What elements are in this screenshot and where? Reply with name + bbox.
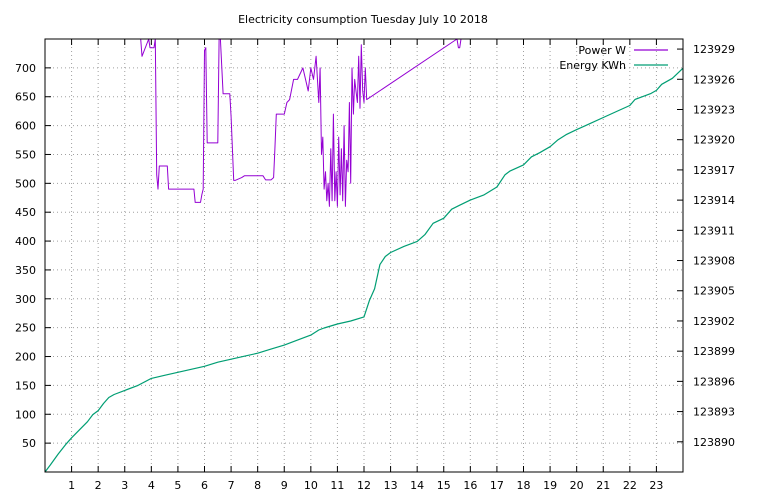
y2-tick-label: 123917 <box>693 164 735 177</box>
y-tick-label: 100 <box>15 408 36 421</box>
x-tick-label: 19 <box>543 479 557 492</box>
x-tick-label: 5 <box>174 479 181 492</box>
series-line-energy <box>44 67 684 473</box>
x-tick-label: 4 <box>148 479 155 492</box>
legend-label: Power W <box>578 44 626 57</box>
x-tick-label: 17 <box>490 479 504 492</box>
y-tick-label: 600 <box>15 120 36 133</box>
grid <box>45 39 683 472</box>
x-tick-label: 20 <box>570 479 584 492</box>
x-tick-label: 16 <box>463 479 477 492</box>
x-tick-label: 22 <box>623 479 637 492</box>
y2-tick-label: 123896 <box>693 375 735 388</box>
axis-ticks: 1 2 3 4 5 6 7 8 9 10 11 12 13 14 15 16 17 18 19 20 21 22 23501… <box>15 39 735 492</box>
y2-tick-label: 123920 <box>693 134 735 147</box>
chart-title: Electricity consumption Tuesday July 10 … <box>238 13 488 26</box>
y2-tick-label: 123926 <box>693 73 735 86</box>
y2-tick-label: 123890 <box>693 436 735 449</box>
x-tick-label: 6 <box>201 479 208 492</box>
y2-tick-label: 123929 <box>693 43 735 56</box>
legend: Power W Energy KWh <box>559 44 668 72</box>
y-tick-label: 250 <box>15 322 36 335</box>
y-tick-label: 450 <box>15 206 36 219</box>
y2-tick-label: 123911 <box>693 224 735 237</box>
y-tick-label: 150 <box>15 379 36 392</box>
x-tick-label: 15 <box>437 479 451 492</box>
y2-tick-label: 123905 <box>693 285 735 298</box>
y-tick-label: 300 <box>15 293 36 306</box>
x-tick-label: 10 <box>304 479 318 492</box>
x-tick-label: 13 <box>384 479 398 492</box>
legend-label: Energy KWh <box>559 59 626 72</box>
y-tick-label: 700 <box>15 62 36 75</box>
y2-tick-label: 123902 <box>693 315 735 328</box>
x-tick-label: 1 <box>68 479 75 492</box>
y2-tick-label: 123908 <box>693 255 735 268</box>
y-tick-label: 500 <box>15 177 36 190</box>
x-tick-label: 23 <box>649 479 663 492</box>
y-tick-label: 550 <box>15 148 36 161</box>
x-tick-label: 2 <box>95 479 102 492</box>
y2-tick-label: 123893 <box>693 406 735 419</box>
y-tick-label: 350 <box>15 264 36 277</box>
y-tick-label: 400 <box>15 235 36 248</box>
y-tick-label: 50 <box>22 437 36 450</box>
x-tick-label: 3 <box>121 479 128 492</box>
x-tick-label: 9 <box>281 479 288 492</box>
y2-tick-label: 123914 <box>693 194 735 207</box>
x-tick-label: 18 <box>517 479 531 492</box>
y-tick-label: 650 <box>15 91 36 104</box>
y-tick-label: 200 <box>15 351 36 364</box>
x-tick-label: 21 <box>596 479 610 492</box>
plot-area <box>44 38 684 473</box>
series-line-power <box>140 38 463 207</box>
y2-tick-label: 123923 <box>693 103 735 116</box>
y2-tick-label: 123899 <box>693 345 735 358</box>
x-tick-label: 7 <box>228 479 235 492</box>
x-tick-label: 14 <box>410 479 424 492</box>
x-tick-label: 12 <box>357 479 371 492</box>
x-tick-label: 8 <box>254 479 261 492</box>
x-tick-label: 11 <box>330 479 344 492</box>
